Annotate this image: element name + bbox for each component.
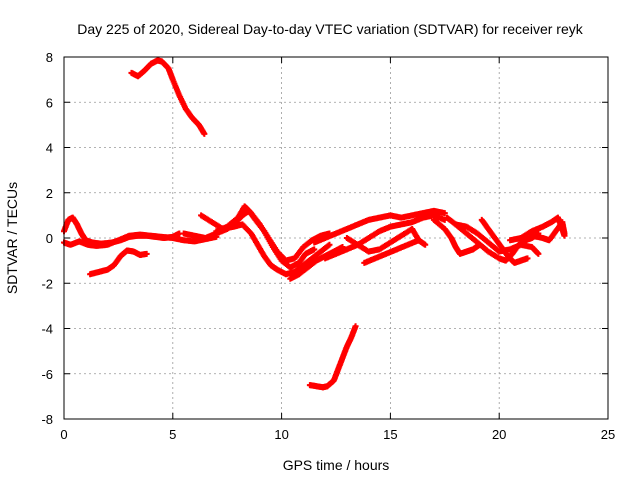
data-points <box>61 57 568 391</box>
series-upper-arc <box>128 57 208 137</box>
y-tick-label: 4 <box>46 141 53 156</box>
series-pass-h <box>311 207 448 246</box>
series-pass-q <box>528 219 568 244</box>
data-point <box>561 230 568 237</box>
chart-title: Day 225 of 2020, Sidereal Day-to-day VTE… <box>77 21 583 37</box>
x-tick-label: 0 <box>60 427 67 442</box>
series-pass-b <box>61 231 220 249</box>
data-point <box>311 246 318 253</box>
y-tick-label: 6 <box>46 95 53 110</box>
y-tick-label: -4 <box>41 322 53 337</box>
x-axis-title: GPS time / hours <box>283 457 390 473</box>
x-tick-label: 20 <box>492 427 506 442</box>
x-tick-label: 5 <box>169 427 176 442</box>
y-tick-label: 8 <box>46 50 53 65</box>
data-point <box>441 210 448 217</box>
series-pass-n <box>452 221 542 257</box>
data-point <box>524 255 531 262</box>
data-point <box>201 130 208 137</box>
data-point <box>422 241 429 248</box>
x-tick-label: 25 <box>601 427 615 442</box>
data-point <box>326 241 333 248</box>
data-point <box>535 250 542 257</box>
y-tick-label: 2 <box>46 186 53 201</box>
series-lower-arc <box>306 323 359 391</box>
y-tick-label: -2 <box>41 276 53 291</box>
y-tick-label: -6 <box>41 367 53 382</box>
y-tick-label: -8 <box>41 412 53 427</box>
y-axis-title: SDTVAR / TECUs <box>4 182 20 294</box>
series-pass-l <box>430 216 483 257</box>
x-tick-label: 15 <box>383 427 397 442</box>
data-point <box>143 250 150 257</box>
y-tick-label: 0 <box>46 231 53 246</box>
data-point <box>415 237 422 244</box>
series-pass-k <box>361 237 422 266</box>
data-point <box>352 323 359 330</box>
series-pass-e <box>198 212 333 278</box>
series-pass-o <box>478 216 531 266</box>
x-tick-label: 10 <box>274 427 288 442</box>
ticks: 0 5 10 15 20 25 -8 -6 -4 -2 0 2 4 6 8 <box>41 50 615 442</box>
series-pass-c <box>87 247 150 278</box>
